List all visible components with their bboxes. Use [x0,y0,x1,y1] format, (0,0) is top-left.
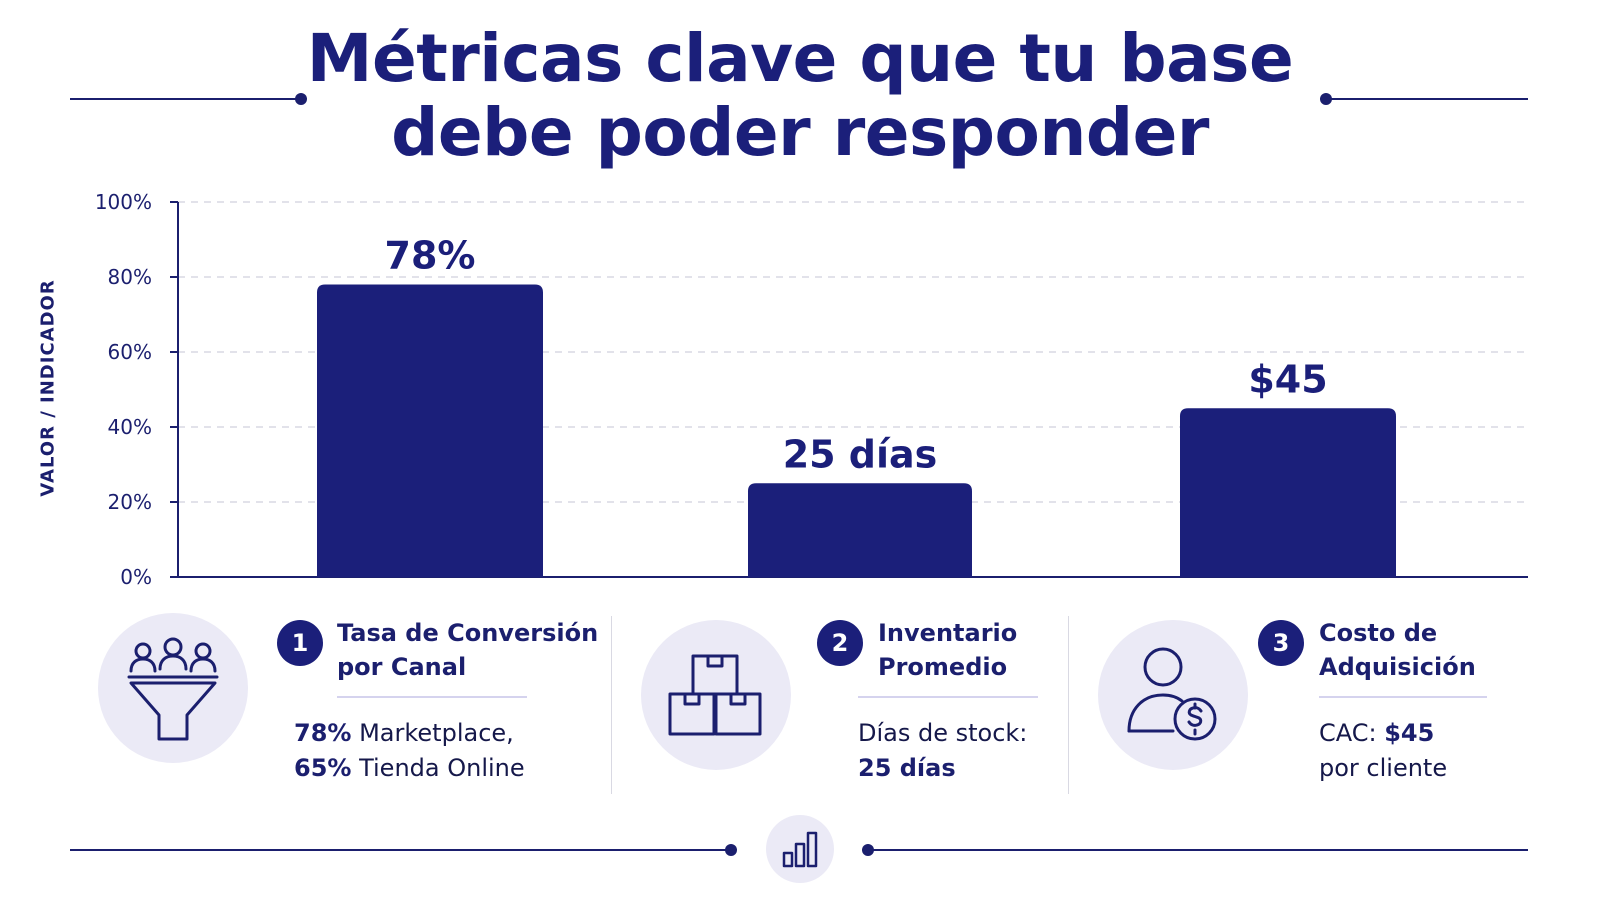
title-dot-right [1320,93,1332,105]
y-tick-label: 40% [108,415,152,439]
title-rule-left [70,98,300,100]
footer-rule-left [70,849,730,851]
metric-text-online: Tienda Online [351,754,525,782]
user-dollar-icon [1127,647,1217,741]
metric-title-line-2: por Canal [337,653,467,681]
metric-description: 78% Marketplace, 65% Tienda Online [294,716,525,786]
title-line-2: debe poder responder [391,94,1209,171]
metric-text-stock: Días de stock: [858,719,1028,747]
boxes-icon [668,654,762,736]
bar-value-label: 25 días [783,432,938,476]
footer-rule-right [870,849,1528,851]
y-tick-label: 80% [108,265,152,289]
bar-1 [317,284,543,577]
bar-2 [748,483,972,577]
y-tick-label: 0% [120,565,152,589]
metric-title: Costo de Adquisición [1319,616,1476,684]
metric-value-marketplace: 78% [294,719,352,747]
metric-description: Días de stock: 25 días [858,716,1027,786]
metric-number-badge: 2 [817,620,863,666]
y-axis-label: VALOR / INDICADOR [37,279,59,497]
bar-chart: 0% 20% 40% 60% 80% 100% 78% 25 días $45 [95,190,1528,589]
metric-number-badge: 1 [277,620,323,666]
metric-text-cac: CAC: [1319,719,1385,747]
y-tick-label: 60% [108,340,152,364]
metric-underline [858,696,1038,698]
metric-icon-circle [1098,620,1248,770]
metric-title-line-2: Promedio [878,653,1008,681]
metric-underline [1319,696,1487,698]
metric-underline [337,696,527,698]
metric-text-per-client: por cliente [1319,754,1448,782]
footer-dot-right [862,844,874,856]
metric-icon-circle [98,613,248,763]
funnel-people-icon [127,637,219,741]
metric-icon-circle [641,620,791,770]
metric-title: Tasa de Conversión por Canal [337,616,598,684]
footer-dot-left [725,844,737,856]
bar-chart-icon [782,831,818,868]
bar-value-label: $45 [1248,357,1327,401]
bar-3 [1180,408,1396,577]
metric-value-days: 25 días [858,754,956,782]
metric-value-cac: $45 [1384,719,1435,747]
metric-title-line-1: Costo de [1319,619,1438,647]
metric-title-line-1: Inventario [878,619,1018,647]
title-dot-left [295,93,307,105]
title-rule-right [1330,98,1528,100]
footer-icon-circle [766,815,834,883]
metric-title-line-1: Tasa de Conversión [337,619,599,647]
separator-2 [1068,616,1069,794]
y-tick-label: 20% [108,490,152,514]
separator-1 [611,616,612,794]
page-title: Métricas clave que tu base debe poder re… [0,22,1600,170]
metric-number-badge: 3 [1258,620,1304,666]
bar-value-label: 78% [385,234,476,278]
metric-title: Inventario Promedio [878,616,1017,684]
metric-title-line-2: Adquisición [1319,653,1476,681]
metric-description: CAC: $45 por cliente [1319,716,1447,786]
title-line-1: Métricas clave que tu base [306,20,1294,97]
metric-value-online: 65% [294,754,352,782]
metric-text-marketplace: Marketplace, [351,719,514,747]
y-tick-label: 100% [95,190,152,214]
